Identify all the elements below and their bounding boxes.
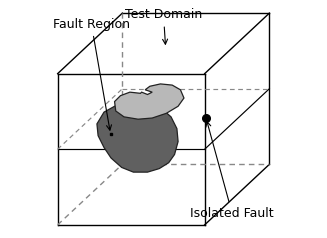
- Polygon shape: [97, 100, 178, 172]
- Text: Test Domain: Test Domain: [125, 8, 202, 44]
- Text: Fault Region: Fault Region: [53, 18, 130, 130]
- Text: Isolated Fault: Isolated Fault: [190, 122, 274, 220]
- Polygon shape: [114, 84, 184, 119]
